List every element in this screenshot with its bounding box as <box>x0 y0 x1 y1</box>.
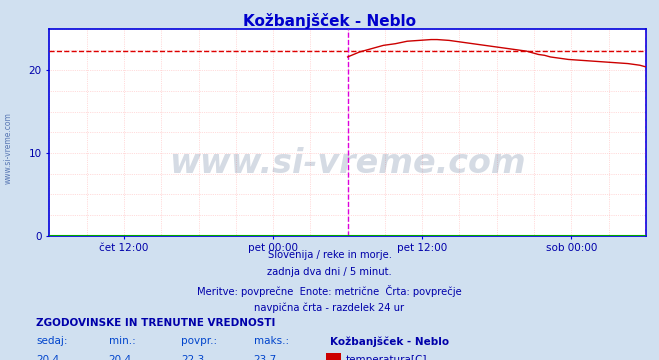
Text: Meritve: povprečne  Enote: metrične  Črta: povprečje: Meritve: povprečne Enote: metrične Črta:… <box>197 285 462 297</box>
Text: www.si-vreme.com: www.si-vreme.com <box>169 147 526 180</box>
Text: Kožbanjšček - Neblo: Kožbanjšček - Neblo <box>243 13 416 28</box>
Text: min.:: min.: <box>109 336 136 346</box>
Text: 23,7: 23,7 <box>254 355 277 360</box>
Text: 22,3: 22,3 <box>181 355 204 360</box>
Text: navpična črta - razdelek 24 ur: navpična črta - razdelek 24 ur <box>254 302 405 312</box>
Text: 20,4: 20,4 <box>109 355 132 360</box>
Text: 20,4: 20,4 <box>36 355 59 360</box>
Text: povpr.:: povpr.: <box>181 336 217 346</box>
Text: sedaj:: sedaj: <box>36 336 68 346</box>
Text: maks.:: maks.: <box>254 336 289 346</box>
Text: Kožbanjšček - Neblo: Kožbanjšček - Neblo <box>330 336 449 347</box>
Text: zadnja dva dni / 5 minut.: zadnja dva dni / 5 minut. <box>267 267 392 278</box>
Text: Slovenija / reke in morje.: Slovenija / reke in morje. <box>268 250 391 260</box>
Text: ZGODOVINSKE IN TRENUTNE VREDNOSTI: ZGODOVINSKE IN TRENUTNE VREDNOSTI <box>36 318 275 328</box>
Text: temperatura[C]: temperatura[C] <box>346 355 428 360</box>
Text: www.si-vreme.com: www.si-vreme.com <box>4 112 13 184</box>
